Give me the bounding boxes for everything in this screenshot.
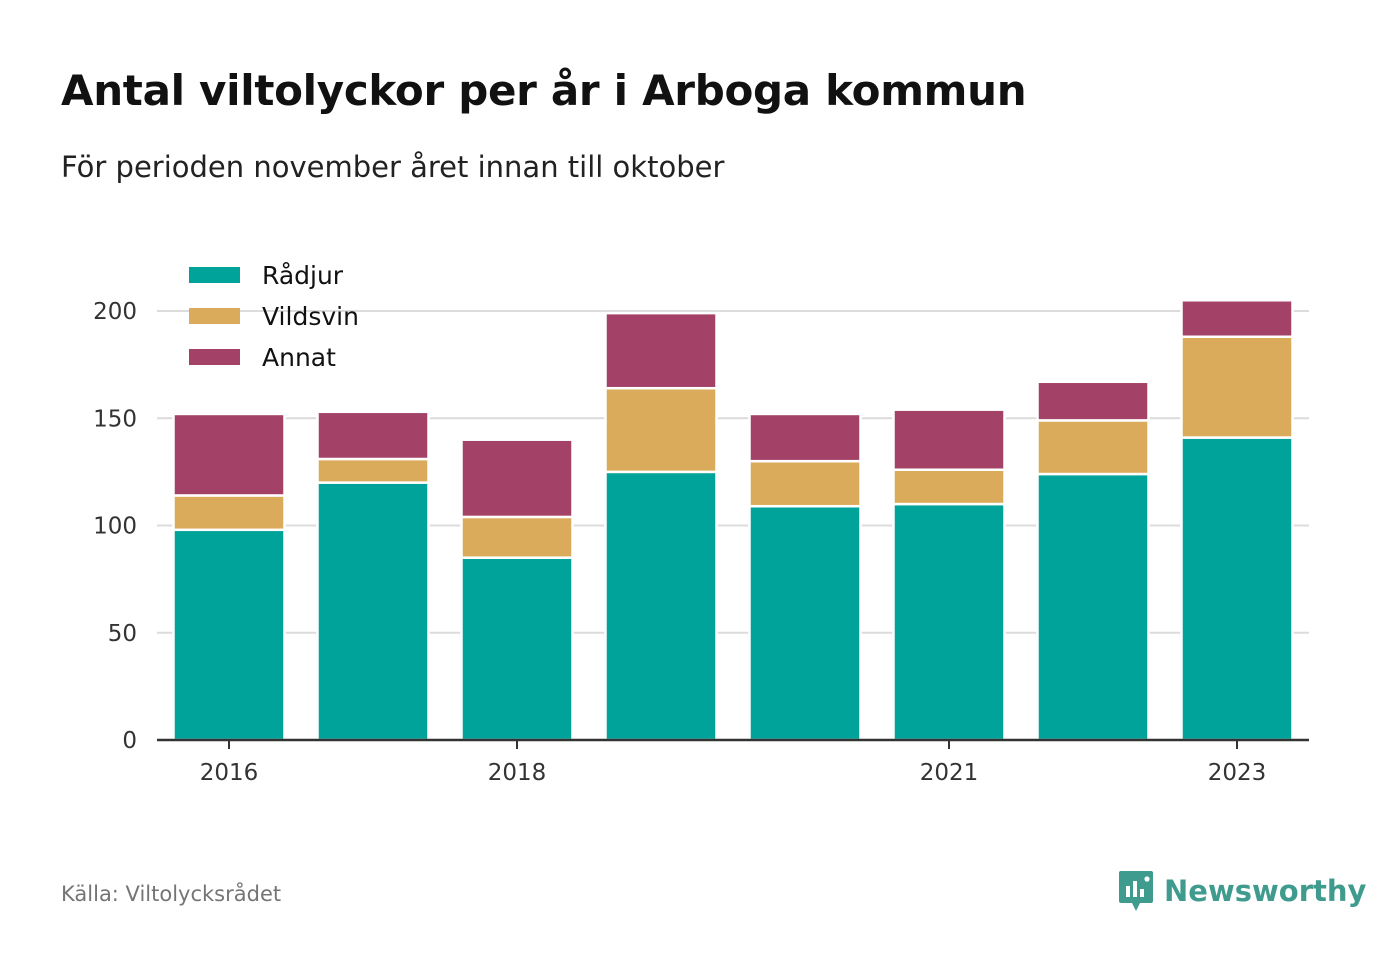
y-tick-label: 200 [93,299,137,325]
legend-label: Annat [262,343,336,372]
bars [172,299,1294,742]
bar-segment-annat[interactable] [1180,299,1294,338]
bar-segment-rådjur[interactable] [1180,436,1294,742]
y-tick-label: 150 [93,406,137,432]
brand-logo: Newsworthy [1118,869,1366,913]
chart-title: Antal viltolyckor per år i Arboga kommun [61,66,1027,115]
newsworthy-logo-icon [1119,871,1153,911]
bar-segment-annat[interactable] [1036,380,1150,422]
bar-segment-vildsvin[interactable] [1036,419,1150,476]
legend: Rådjur Vildsvin Annat [189,261,359,372]
y-tick-label: 0 [122,728,137,754]
bar-segment-annat[interactable] [748,412,862,463]
bar-segment-rådjur[interactable] [172,528,286,742]
legend-swatch [189,349,240,365]
bar-segment-vildsvin[interactable] [748,459,862,508]
bar-segment-vildsvin[interactable] [316,457,430,484]
bar-segment-rådjur[interactable] [1036,472,1150,742]
bar-segment-annat[interactable] [604,311,718,390]
bar-segment-annat[interactable] [316,410,430,461]
legend-label: Rådjur [262,261,344,290]
legend-label: Vildsvin [262,302,359,331]
brand-name: Newsworthy [1164,874,1367,908]
x-tick-label: 2018 [488,760,547,786]
bar-segment-vildsvin[interactable] [604,386,718,474]
bar-segment-rådjur[interactable] [316,481,430,742]
bar-segment-annat[interactable] [172,412,286,497]
legend-swatch [189,308,240,324]
axes: 0 50 100 150 200 2016 2018 2021 2023 [93,299,1309,786]
bar-segment-vildsvin[interactable] [892,468,1006,506]
y-tick-label: 50 [108,621,137,647]
bar-segment-rådjur[interactable] [604,470,718,742]
y-tick-label: 100 [93,514,137,540]
legend-swatch [189,267,240,283]
x-tick-label: 2023 [1208,760,1267,786]
bar-segment-rådjur[interactable] [460,556,574,742]
bar-segment-annat[interactable] [892,408,1006,471]
chart-subtitle: För perioden november året innan till ok… [61,150,725,184]
x-tick-label: 2021 [920,760,979,786]
bar-segment-rådjur[interactable] [892,502,1006,742]
bar-segment-vildsvin[interactable] [460,515,574,559]
source-note: Källa: Viltolycksrådet [61,882,282,906]
stacked-bar-chart: 0 50 100 150 200 2016 2018 2021 2023 Rådjur Vilds… [93,261,1309,786]
bar-segment-vildsvin[interactable] [172,494,286,532]
bar-segment-annat[interactable] [460,438,574,519]
bar-segment-rådjur[interactable] [748,504,862,742]
bar-segment-vildsvin[interactable] [1180,335,1294,439]
x-tick-label: 2016 [200,760,259,786]
